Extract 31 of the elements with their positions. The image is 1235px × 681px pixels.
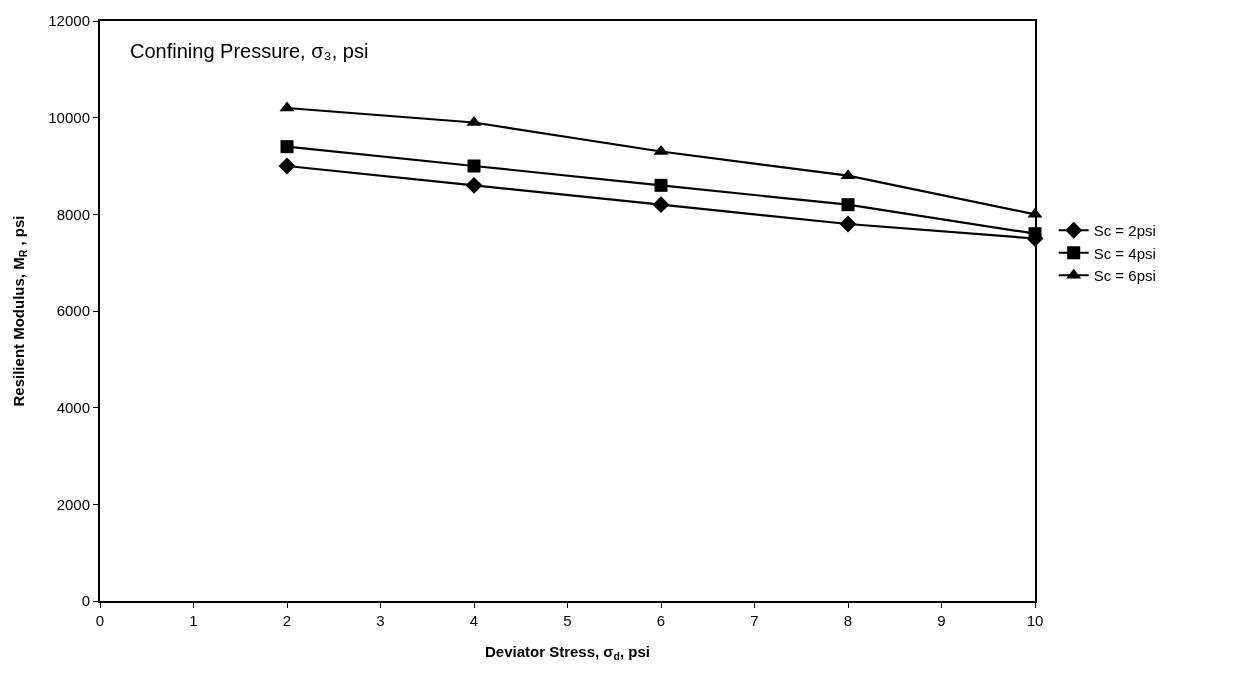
x-tick-label: 10	[1026, 612, 1044, 629]
x-tick-label: 7	[750, 612, 759, 629]
y-tick-label: 12000	[48, 12, 90, 30]
x-tick-label: 9	[937, 612, 946, 629]
point	[841, 198, 855, 212]
x-axis-title: Deviator Stress, σ$_{d}$, psi	[484, 642, 651, 662]
point	[652, 196, 670, 214]
y-tick-label: 2000	[56, 495, 90, 513]
x-tick-label: 0	[95, 612, 105, 629]
x-tick-label: 6	[656, 612, 666, 629]
legend-label: Sc = 6psi	[1093, 267, 1156, 285]
point	[280, 140, 294, 154]
x-tick-label: 5	[563, 612, 572, 629]
legend-label: Sc = 4psi	[1093, 244, 1156, 262]
point	[278, 157, 296, 175]
point	[839, 215, 857, 233]
annotation: Confining Pressure, σ₃, psi	[130, 40, 369, 62]
legend-label: Sc = 2psi	[1093, 222, 1156, 240]
y-tick-label: 4000	[56, 398, 90, 416]
y-tick-label: 10000	[48, 108, 90, 126]
y-tick-label: 6000	[56, 302, 90, 320]
point	[465, 176, 483, 194]
y-tick-label: 8000	[56, 205, 90, 223]
x-tick-label: 2	[282, 612, 292, 629]
x-tick-label: 4	[469, 612, 479, 629]
point	[654, 178, 668, 192]
x-tick-label: 8	[843, 612, 853, 629]
y-tick-label: 0	[81, 592, 90, 610]
x-tick-label: 3	[376, 612, 385, 629]
x-tick-label: 1	[189, 612, 198, 629]
point	[467, 159, 481, 173]
